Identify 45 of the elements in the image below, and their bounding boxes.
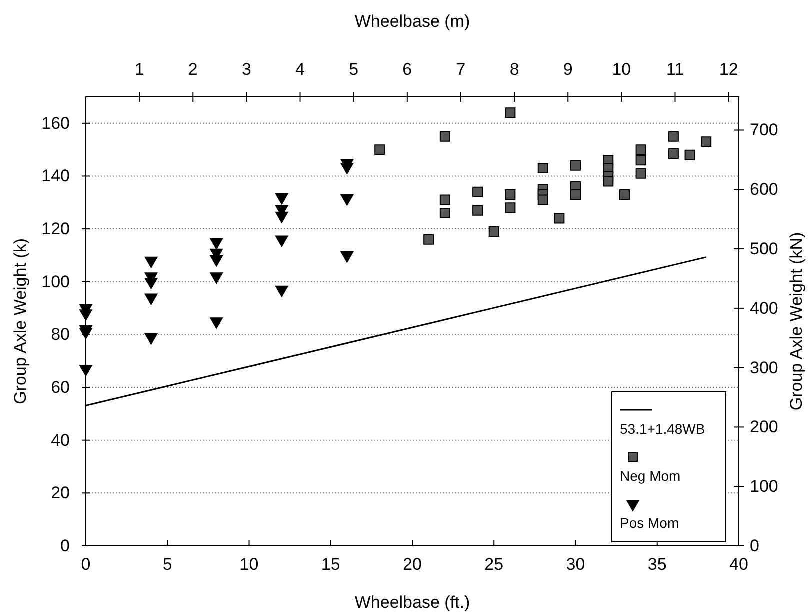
x-tick-label: 15 [321, 555, 340, 574]
x2-tick-label: 10 [612, 60, 632, 79]
x-tick-label: 35 [648, 555, 667, 574]
y2-tick-label: 200 [750, 418, 778, 437]
y2-axis-title: Group Axle Weight (kN) [787, 232, 806, 411]
x2-tick-label: 6 [402, 60, 412, 79]
y-tick-label: 160 [42, 114, 70, 133]
y2-tick-label: 700 [750, 120, 778, 140]
y2-tick-label: 300 [750, 358, 778, 378]
legend-label: 53.1+1.48WB [620, 421, 706, 437]
y-tick-label: 60 [51, 378, 70, 397]
x2-tick-label: 7 [456, 60, 466, 79]
x-axis-title: Wheelbase (ft.) [354, 593, 470, 612]
y-tick-label: 100 [42, 272, 70, 292]
y-tick-label: 80 [51, 325, 70, 344]
y2-tick-label: 100 [750, 477, 778, 496]
legend-label: Pos Mom [620, 515, 680, 531]
y-tick-label: 20 [51, 484, 70, 503]
x-tick-label: 25 [484, 555, 504, 574]
x2-tick-label: 9 [563, 60, 573, 79]
y2-tick-label: 500 [750, 239, 778, 258]
x2-tick-label: 2 [188, 60, 198, 79]
x2-axis-title: Wheelbase (m) [354, 12, 470, 31]
y2-tick-label: 600 [750, 180, 778, 200]
x2-tick-label: 3 [242, 60, 252, 79]
y-axis-title: Group Axle Weight (k) [11, 238, 30, 404]
x2-tick-label: 12 [719, 60, 738, 79]
x-tick-label: 0 [81, 555, 91, 574]
x-tick-label: 20 [403, 555, 422, 574]
y2-tick-label: 400 [750, 298, 778, 318]
x2-tick-label: 5 [349, 60, 359, 79]
x2-tick-label: 11 [666, 60, 684, 79]
x2-tick-label: 4 [296, 60, 306, 79]
x-tick-label: 30 [566, 555, 586, 574]
x-tick-label: 40 [730, 555, 748, 574]
x2-tick-label: 8 [510, 60, 520, 79]
x2-tick-label: 1 [134, 60, 144, 79]
y-tick-label: 140 [42, 166, 70, 186]
y-tick-label: 0 [60, 536, 70, 556]
x-tick-label: 5 [162, 555, 172, 574]
y-tick-label: 120 [42, 220, 70, 238]
x-tick-label: 10 [240, 555, 259, 574]
y-tick-label: 40 [51, 430, 70, 450]
legend-label: Neg Mom [620, 468, 681, 484]
y2-tick-label: 0 [750, 536, 760, 556]
